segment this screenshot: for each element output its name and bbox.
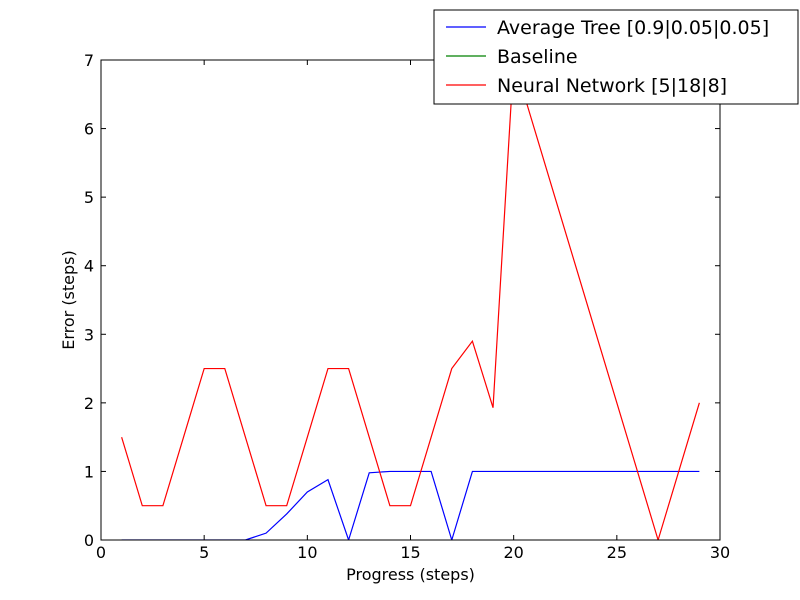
y-tick-label-6: 6 (84, 120, 94, 139)
y-tick-label-2: 2 (84, 394, 94, 413)
x-tick-label-1: 5 (199, 543, 209, 562)
legend: Average Tree [0.9|0.05|0.05] Baseline Neur… (433, 9, 799, 105)
y-tick-label-1: 1 (84, 462, 94, 481)
legend-box (433, 9, 799, 105)
y-tick-label-5: 5 (84, 188, 94, 207)
legend-label-1: Baseline (497, 46, 578, 68)
y-axis-label: Error (steps) (59, 250, 78, 350)
legend-label-2: Neural Network [5|18|8] (497, 75, 727, 97)
y-tick-label-0: 0 (84, 531, 94, 550)
x-tick-label-0: 0 (96, 543, 106, 562)
x-tick-label-3: 15 (400, 543, 420, 562)
plot-frame (100, 59, 721, 541)
y-tick-label-4: 4 (84, 257, 94, 276)
x-tick-label-5: 25 (607, 543, 627, 562)
legend-label-0: Average Tree [0.9|0.05|0.05] (497, 17, 769, 39)
y-tick-label-7: 7 (84, 51, 94, 70)
x-tick-label-4: 20 (503, 543, 523, 562)
series-line-0 (121, 470, 700, 540)
series-line-2 (121, 60, 700, 540)
y-tick-label-3: 3 (84, 325, 94, 344)
x-tick-label-6: 30 (710, 543, 730, 562)
x-axis-label: Progress (steps) (346, 565, 475, 584)
x-tick-label-2: 10 (297, 543, 317, 562)
